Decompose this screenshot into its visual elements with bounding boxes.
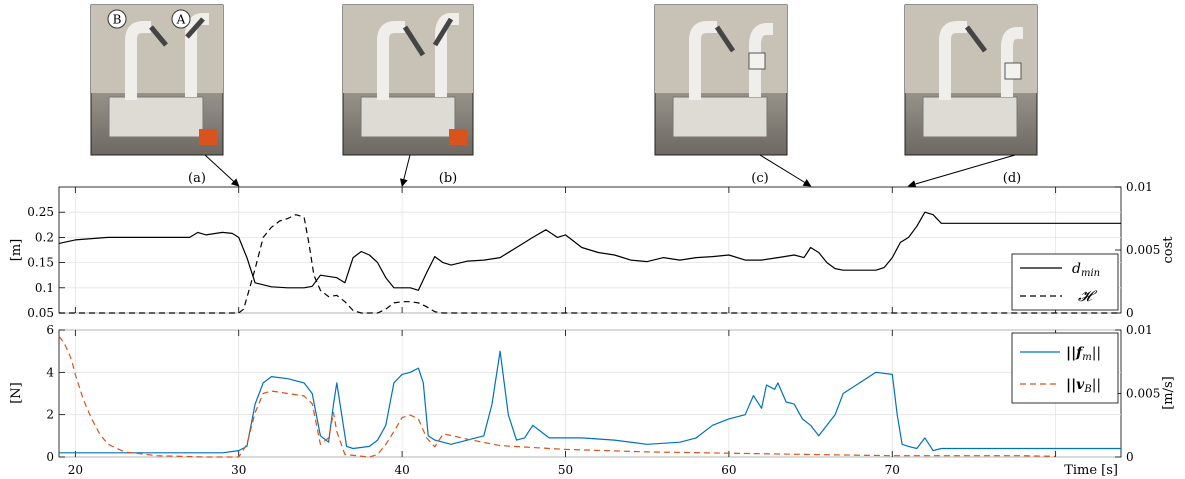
bottom-xtick-label: 50 — [558, 463, 573, 477]
top-ylabel: [m] — [9, 239, 24, 261]
snapshot-label: (d) — [1003, 171, 1021, 186]
top-legend: dmin 𝓗 — [1011, 253, 1119, 311]
bottom-xtick-label: 30 — [231, 463, 246, 477]
bottom-series-line-0 — [59, 350, 1121, 454]
top-ytick-label: 0.2 — [35, 230, 54, 244]
photo-snapshot-b — [342, 4, 474, 156]
snapshot-arrow — [759, 154, 812, 187]
photo-snapshot-a: B A — [90, 4, 224, 156]
bottom-ytick-label: 4 — [46, 365, 54, 379]
photo-snapshot-c — [654, 4, 788, 156]
bottom-xtick-label: 70 — [885, 463, 900, 477]
bottom-xtick-label: 20 — [68, 463, 83, 477]
legend-dmin: dmin — [1072, 261, 1100, 279]
snapshot-arrow — [204, 154, 240, 187]
top-series-line-0 — [58, 211, 1121, 291]
snapshot-label: (b) — [439, 171, 457, 186]
top-series-line-1 — [59, 214, 1121, 314]
bottom-ytick-label: 2 — [46, 408, 54, 422]
top-ytick-label: 0.25 — [27, 205, 54, 219]
bottom-xtick-label: 60 — [721, 463, 736, 477]
bottom-xtick-label: 40 — [394, 463, 409, 477]
bottom-ytick-right-label: 0 — [1126, 450, 1134, 464]
top-ytick-right-label: 0.005 — [1126, 243, 1160, 257]
top-ytick-right-label: 0 — [1126, 306, 1134, 320]
bottom-series — [58, 336, 1121, 458]
bottom-ylabel: [N] — [9, 382, 24, 404]
snapshot-arrow — [907, 154, 1016, 188]
bottom-ytick-right-label: 0.005 — [1126, 387, 1160, 401]
bottom-series-line-1 — [58, 336, 1056, 458]
top-series — [58, 211, 1121, 314]
top-ylabel-right: cost — [1161, 236, 1176, 264]
top-ytick-label: 0.05 — [27, 306, 54, 320]
bottom-grid — [59, 329, 1121, 458]
bottom-ylabel-right: [m/s] — [1161, 376, 1176, 410]
top-chart: 0.05 0.1 0.15 0.2 0.25 0 0.005 0.01 [m] cost dm… — [9, 180, 1176, 320]
bottom-xlabel: Time [s] — [1064, 463, 1118, 478]
snapshot-arrow — [399, 154, 411, 187]
bottom-ytick-label: 0 — [46, 450, 54, 464]
bottom-legend: ||fm|| ||vB|| — [1011, 332, 1119, 404]
top-ticks: 0.05 0.1 0.15 0.2 0.25 0 0.005 0.01 — [27, 180, 1160, 320]
photo-snapshot-d — [904, 4, 1038, 156]
top-ytick-label: 0.1 — [35, 281, 54, 295]
bottom-ytick-right-label: 0.01 — [1126, 323, 1153, 337]
legend-vb: ||vB|| — [1066, 377, 1101, 395]
robot-label-b: B — [113, 13, 122, 27]
top-ytick-label: 0.15 — [27, 256, 54, 270]
top-ytick-right-label: 0.01 — [1126, 180, 1153, 194]
snapshot-label: (a) — [188, 171, 206, 186]
bottom-ytick-label: 6 — [46, 323, 54, 337]
legend-fm: ||fm|| — [1066, 345, 1101, 363]
snapshot-label: (c) — [751, 171, 768, 186]
robot-label-a: A — [176, 13, 186, 27]
